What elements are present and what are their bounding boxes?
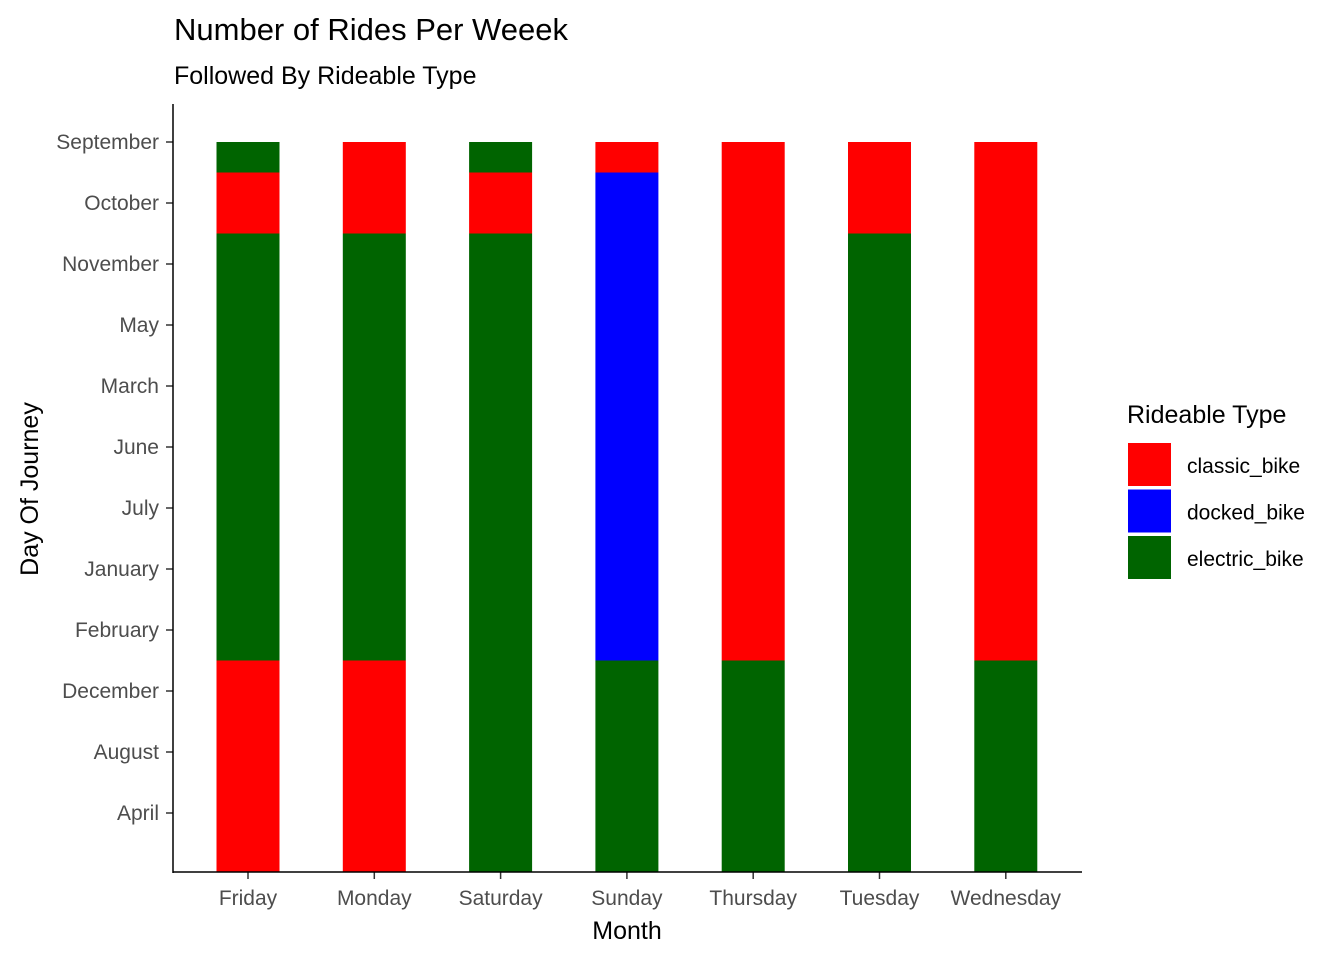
y-tick-label: January	[84, 558, 159, 581]
bar-segment-sunday-classic-bike	[595, 142, 659, 173]
y-tick-label: June	[113, 436, 159, 459]
bar-segment-wednesday-classic-bike	[974, 142, 1038, 661]
y-axis-ticks: April August December February January July Ju…	[56, 131, 173, 825]
bar-segment-sunday-docked-bike	[595, 172, 659, 661]
bar-segment-friday-classic-bike	[216, 172, 280, 234]
y-tick-label: March	[101, 375, 159, 398]
x-tick-label: Tuesday	[840, 887, 920, 910]
bar-segment-friday-electric-bike	[216, 233, 280, 661]
bar-segment-saturday-electric-bike	[469, 142, 533, 173]
bars-layer	[216, 142, 1038, 872]
legend-key-classic-bike	[1128, 443, 1171, 486]
y-axis-title: Day Of Journey	[16, 402, 44, 576]
legend-label-electric-bike: electric_bike	[1187, 548, 1304, 571]
bar-segment-tuesday-electric-bike	[848, 233, 911, 872]
bar-segment-monday-electric-bike	[342, 233, 406, 661]
legend-label-docked-bike: docked_bike	[1187, 502, 1305, 525]
bar-segment-tuesday-classic-bike	[848, 142, 911, 234]
bar-segment-saturday-classic-bike	[469, 172, 533, 234]
x-tick-label: Friday	[219, 887, 278, 910]
x-axis-ticks: Friday Monday Saturday Sunday Thursday Tuesda…	[219, 872, 1062, 910]
y-tick-label: September	[56, 131, 159, 154]
bar-segment-saturday-electric-bike	[469, 233, 533, 872]
bar-segment-monday-classic-bike	[342, 142, 406, 234]
x-tick-label: Monday	[337, 887, 412, 910]
x-tick-label: Thursday	[709, 887, 797, 910]
chart-subtitle: Followed By Rideable Type	[174, 62, 477, 90]
bar-segment-thursday-classic-bike	[721, 142, 785, 661]
bar-segment-friday-classic-bike	[216, 660, 280, 872]
x-tick-label: Sunday	[591, 887, 663, 910]
chart-title: Number of Rides Per Weeek	[174, 12, 568, 47]
x-tick-label: Saturday	[459, 887, 544, 910]
legend-key-docked-bike	[1128, 489, 1171, 533]
y-tick-label: April	[117, 802, 159, 825]
y-tick-label: August	[94, 741, 160, 764]
y-tick-label: October	[84, 192, 159, 215]
bar-segment-thursday-electric-bike	[721, 660, 785, 872]
legend: classic_bike docked_bike electric_bike	[1128, 443, 1305, 579]
bar-segment-wednesday-electric-bike	[974, 660, 1038, 872]
bar-segment-monday-classic-bike	[342, 660, 406, 872]
legend-key-electric-bike	[1128, 536, 1171, 579]
y-tick-label: July	[122, 497, 160, 520]
legend-label-classic-bike: classic_bike	[1187, 455, 1300, 478]
legend-title: Rideable Type	[1127, 401, 1286, 429]
y-tick-label: November	[62, 253, 159, 276]
bar-segment-sunday-electric-bike	[595, 660, 659, 872]
x-tick-label: Wednesday	[951, 887, 1062, 910]
y-tick-label: February	[75, 619, 160, 642]
y-tick-label: December	[62, 680, 159, 703]
bar-segment-friday-electric-bike	[216, 142, 280, 173]
y-tick-label: May	[119, 314, 159, 337]
x-axis-title: Month	[592, 917, 661, 945]
